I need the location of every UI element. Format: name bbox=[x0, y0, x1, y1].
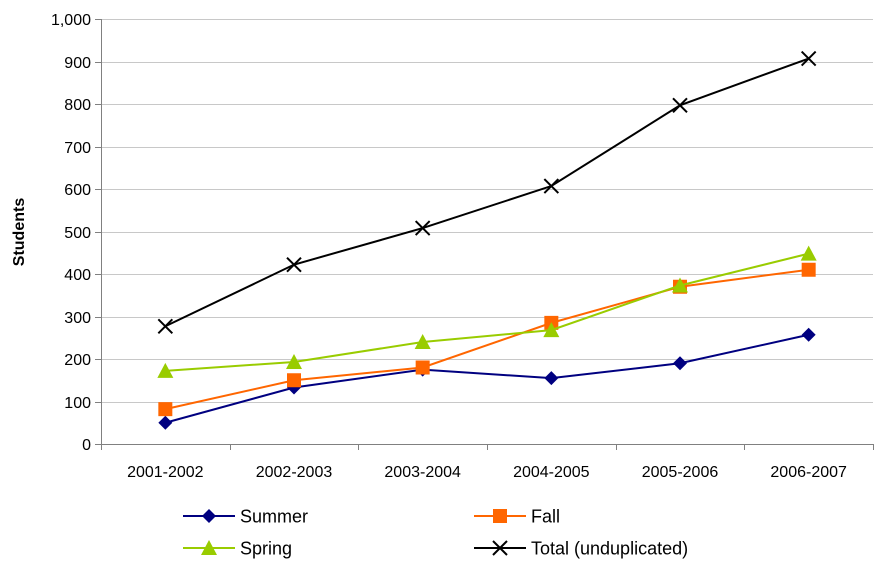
data-point-total-unduplicated bbox=[543, 178, 560, 194]
data-point-fall bbox=[415, 360, 430, 375]
legend-label: Total (unduplicated) bbox=[531, 539, 688, 559]
series-fall bbox=[158, 262, 816, 417]
data-point-summer bbox=[544, 371, 559, 386]
data-point-fall bbox=[801, 262, 816, 277]
legend-item-fall: Fall bbox=[474, 507, 560, 527]
legend-marker bbox=[493, 509, 507, 523]
data-point-total-unduplicated bbox=[286, 256, 302, 273]
series-line-total-unduplicated bbox=[164, 57, 810, 328]
x-tick-label: 2001-2002 bbox=[127, 464, 204, 481]
series-spring bbox=[157, 245, 817, 378]
x-tick-label: 2004-2005 bbox=[513, 464, 590, 481]
data-point-spring bbox=[672, 277, 688, 293]
y-tick-label: 900 bbox=[64, 55, 91, 72]
legend-label: Fall bbox=[531, 507, 560, 527]
data-point-spring bbox=[800, 245, 817, 261]
legend: Summer Fall Spring Total (unduplicated) bbox=[183, 507, 688, 559]
data-point-total-unduplicated bbox=[672, 97, 688, 113]
legend-marker bbox=[492, 540, 508, 556]
y-tick-label: 800 bbox=[64, 97, 91, 114]
x-axis: 2001-2002 2002-2003 2003-2004 2004-2005 2005… bbox=[101, 444, 874, 481]
series-line-spring bbox=[165, 252, 809, 372]
y-tick-label: 100 bbox=[64, 395, 91, 412]
series-summer bbox=[158, 327, 816, 430]
y-tick-label: 600 bbox=[64, 182, 91, 199]
legend-item-spring: Spring bbox=[183, 539, 292, 559]
y-tick-label: 200 bbox=[64, 352, 91, 369]
y-tick-label: 300 bbox=[64, 310, 91, 327]
grid bbox=[101, 19, 873, 403]
legend-item-total-unduplicated: Total (unduplicated) bbox=[474, 539, 688, 559]
x-tick-label: 2005-2006 bbox=[642, 464, 719, 481]
legend-item-summer: Summer bbox=[183, 507, 308, 527]
y-tick-label: 500 bbox=[64, 225, 91, 242]
legend-marker bbox=[201, 540, 217, 555]
y-axis: 0 100 200 300 400 500 600 700 800 900 1,000 bbox=[51, 12, 102, 454]
y-axis-title: Students bbox=[11, 198, 28, 267]
data-point-summer bbox=[801, 327, 816, 342]
data-point-total-unduplicated bbox=[414, 220, 431, 236]
series-total-unduplicated bbox=[157, 50, 817, 334]
x-tick-label: 2006-2007 bbox=[770, 464, 847, 481]
series-group bbox=[157, 50, 817, 430]
y-tick-label: 1,000 bbox=[51, 12, 91, 29]
legend-label: Summer bbox=[240, 507, 308, 527]
series-line-summer bbox=[165, 333, 809, 424]
y-tick-label: 0 bbox=[82, 437, 91, 454]
data-point-fall bbox=[287, 373, 301, 388]
series-line-fall bbox=[165, 268, 809, 411]
data-point-fall bbox=[158, 402, 173, 417]
x-tick-label: 2003-2004 bbox=[384, 464, 461, 481]
data-point-spring bbox=[157, 362, 174, 378]
data-point-total-unduplicated bbox=[157, 318, 174, 334]
x-tick-label: 2002-2003 bbox=[256, 464, 333, 481]
data-point-total-unduplicated bbox=[800, 50, 817, 67]
data-point-spring bbox=[543, 322, 560, 338]
legend-label: Spring bbox=[240, 539, 292, 559]
y-tick-label: 700 bbox=[64, 140, 91, 157]
legend-marker bbox=[202, 509, 216, 523]
data-point-summer bbox=[673, 356, 687, 371]
data-point-summer bbox=[158, 415, 173, 430]
data-point-spring bbox=[414, 334, 431, 349]
data-point-spring bbox=[286, 353, 302, 369]
y-tick-label: 400 bbox=[64, 267, 91, 284]
